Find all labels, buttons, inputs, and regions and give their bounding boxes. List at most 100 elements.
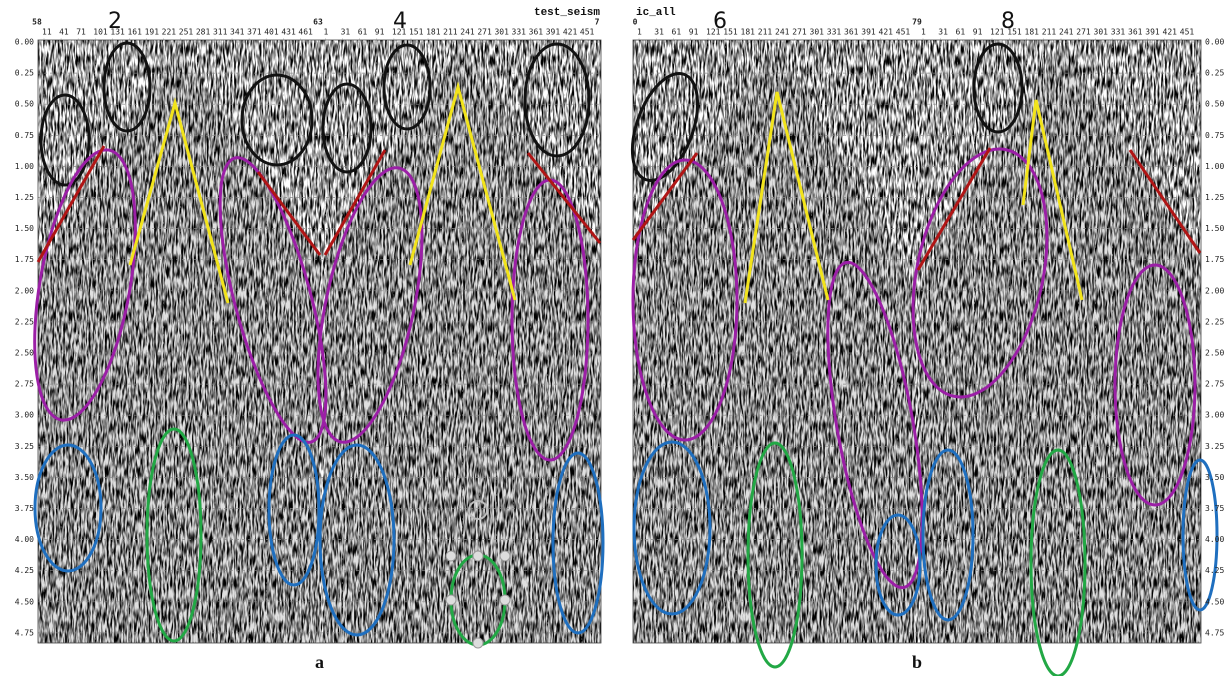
trace-label: 181 (426, 28, 441, 37)
time-label: 3.25 (1205, 442, 1224, 451)
time-label: 4.00 (15, 535, 34, 544)
shot-label: 8 (1001, 9, 1015, 34)
trace-label: 131 (110, 28, 125, 37)
trace-label: 341 (230, 28, 245, 37)
time-label: 1.25 (15, 193, 34, 202)
trace-label: 1 (637, 28, 642, 37)
trace-label: 181 (741, 28, 756, 37)
time-label: 0.25 (1205, 69, 1224, 78)
trace-label: 281 (196, 28, 211, 37)
time-label: 3.75 (1205, 504, 1224, 513)
time-label: 0.00 (15, 38, 34, 47)
time-label: 1.75 (15, 255, 34, 264)
trace-label: 31 (341, 28, 351, 37)
trace-label: 121 (990, 28, 1005, 37)
trace-label: 181 (1025, 28, 1040, 37)
trace-label: 331 (827, 28, 842, 37)
trace-label: 11 (42, 28, 52, 37)
time-label: 0.75 (1205, 131, 1224, 140)
time-label: 1.00 (15, 162, 34, 171)
shot-label: 6 (713, 9, 727, 34)
trace-label: 151 (723, 28, 738, 37)
trace-label: 451 (1180, 28, 1195, 37)
trace-label: 41 (59, 28, 69, 37)
trace-label: 121 (706, 28, 721, 37)
trace-label: 221 (162, 28, 177, 37)
trace-label: 311 (213, 28, 228, 37)
trace-label: 271 (792, 28, 807, 37)
time-label: 3.25 (15, 442, 34, 451)
trace-label: 391 (861, 28, 876, 37)
trace-label: 191 (145, 28, 160, 37)
trace-label: 241 (775, 28, 790, 37)
panel-frame (632, 39, 1202, 644)
trace-label: 211 (758, 28, 773, 37)
shot-label: 2 (108, 9, 122, 34)
time-label: 3.00 (15, 411, 34, 420)
time-label: 4.50 (15, 597, 34, 606)
trace-label: 121 (392, 28, 407, 37)
trace-label: 451 (896, 28, 911, 37)
time-label: 4.75 (15, 628, 34, 637)
time-label: 2.25 (1205, 317, 1224, 326)
time-label: 0.00 (1205, 38, 1224, 47)
trace-label: 1 (921, 28, 926, 37)
trace-label: 61 (358, 28, 368, 37)
time-label: 2.00 (15, 286, 34, 295)
trace-label: 401 (264, 28, 279, 37)
time-label: 3.50 (15, 473, 34, 482)
trace-label: 91 (375, 28, 385, 37)
trace-label: 271 (477, 28, 492, 37)
trace-label: 1 (324, 28, 329, 37)
time-label: 2.25 (15, 317, 34, 326)
trace-label: 161 (127, 28, 142, 37)
panel-title: ic_all (636, 7, 676, 19)
trace-label: 431 (281, 28, 296, 37)
record-number: 58 (32, 18, 42, 27)
record-number: 63 (313, 18, 323, 27)
trace-label: 211 (1042, 28, 1057, 37)
panel-frame (37, 39, 602, 644)
trace-label: 241 (1059, 28, 1074, 37)
trace-label: 241 (460, 28, 475, 37)
time-label: 0.75 (15, 131, 34, 140)
shot-label: 4 (393, 9, 407, 34)
record-number: 7 (595, 18, 600, 27)
time-label: 4.25 (1205, 566, 1224, 575)
time-label: 1.75 (1205, 255, 1224, 264)
time-label: 4.00 (1205, 535, 1224, 544)
time-label: 2.50 (1205, 349, 1224, 358)
record-number: 0 (633, 18, 638, 27)
trace-label: 371 (247, 28, 262, 37)
time-label: 1.00 (1205, 162, 1224, 171)
trace-label: 91 (689, 28, 699, 37)
trace-label: 421 (563, 28, 578, 37)
time-label: 3.75 (15, 504, 34, 513)
time-label: 0.25 (15, 69, 34, 78)
panel-label: a (315, 652, 324, 672)
record-number: 79 (912, 18, 922, 27)
trace-label: 361 (529, 28, 544, 37)
trace-label: 71 (76, 28, 86, 37)
time-label: 0.50 (15, 100, 34, 109)
trace-label: 461 (298, 28, 313, 37)
trace-label: 421 (1163, 28, 1178, 37)
panel-label: b (912, 652, 922, 672)
trace-label: 251 (179, 28, 194, 37)
time-label: 2.00 (1205, 286, 1224, 295)
trace-label: 61 (672, 28, 682, 37)
time-label: 4.25 (15, 566, 34, 575)
annotations (33, 41, 1219, 676)
trace-label: 151 (1007, 28, 1022, 37)
trace-label: 361 (1128, 28, 1143, 37)
trace-label: 31 (938, 28, 948, 37)
time-label: 2.75 (1205, 380, 1224, 389)
trace-label: 151 (409, 28, 424, 37)
trace-label: 421 (879, 28, 894, 37)
time-label: 2.75 (15, 380, 34, 389)
labels: 0.00 0.00 0.25 0.25 0.50 0.50 0.75 0.75 1.00 1.00… (15, 7, 1225, 672)
trace-label: 91 (973, 28, 983, 37)
time-label: 4.50 (1205, 597, 1224, 606)
trace-label: 301 (1094, 28, 1109, 37)
